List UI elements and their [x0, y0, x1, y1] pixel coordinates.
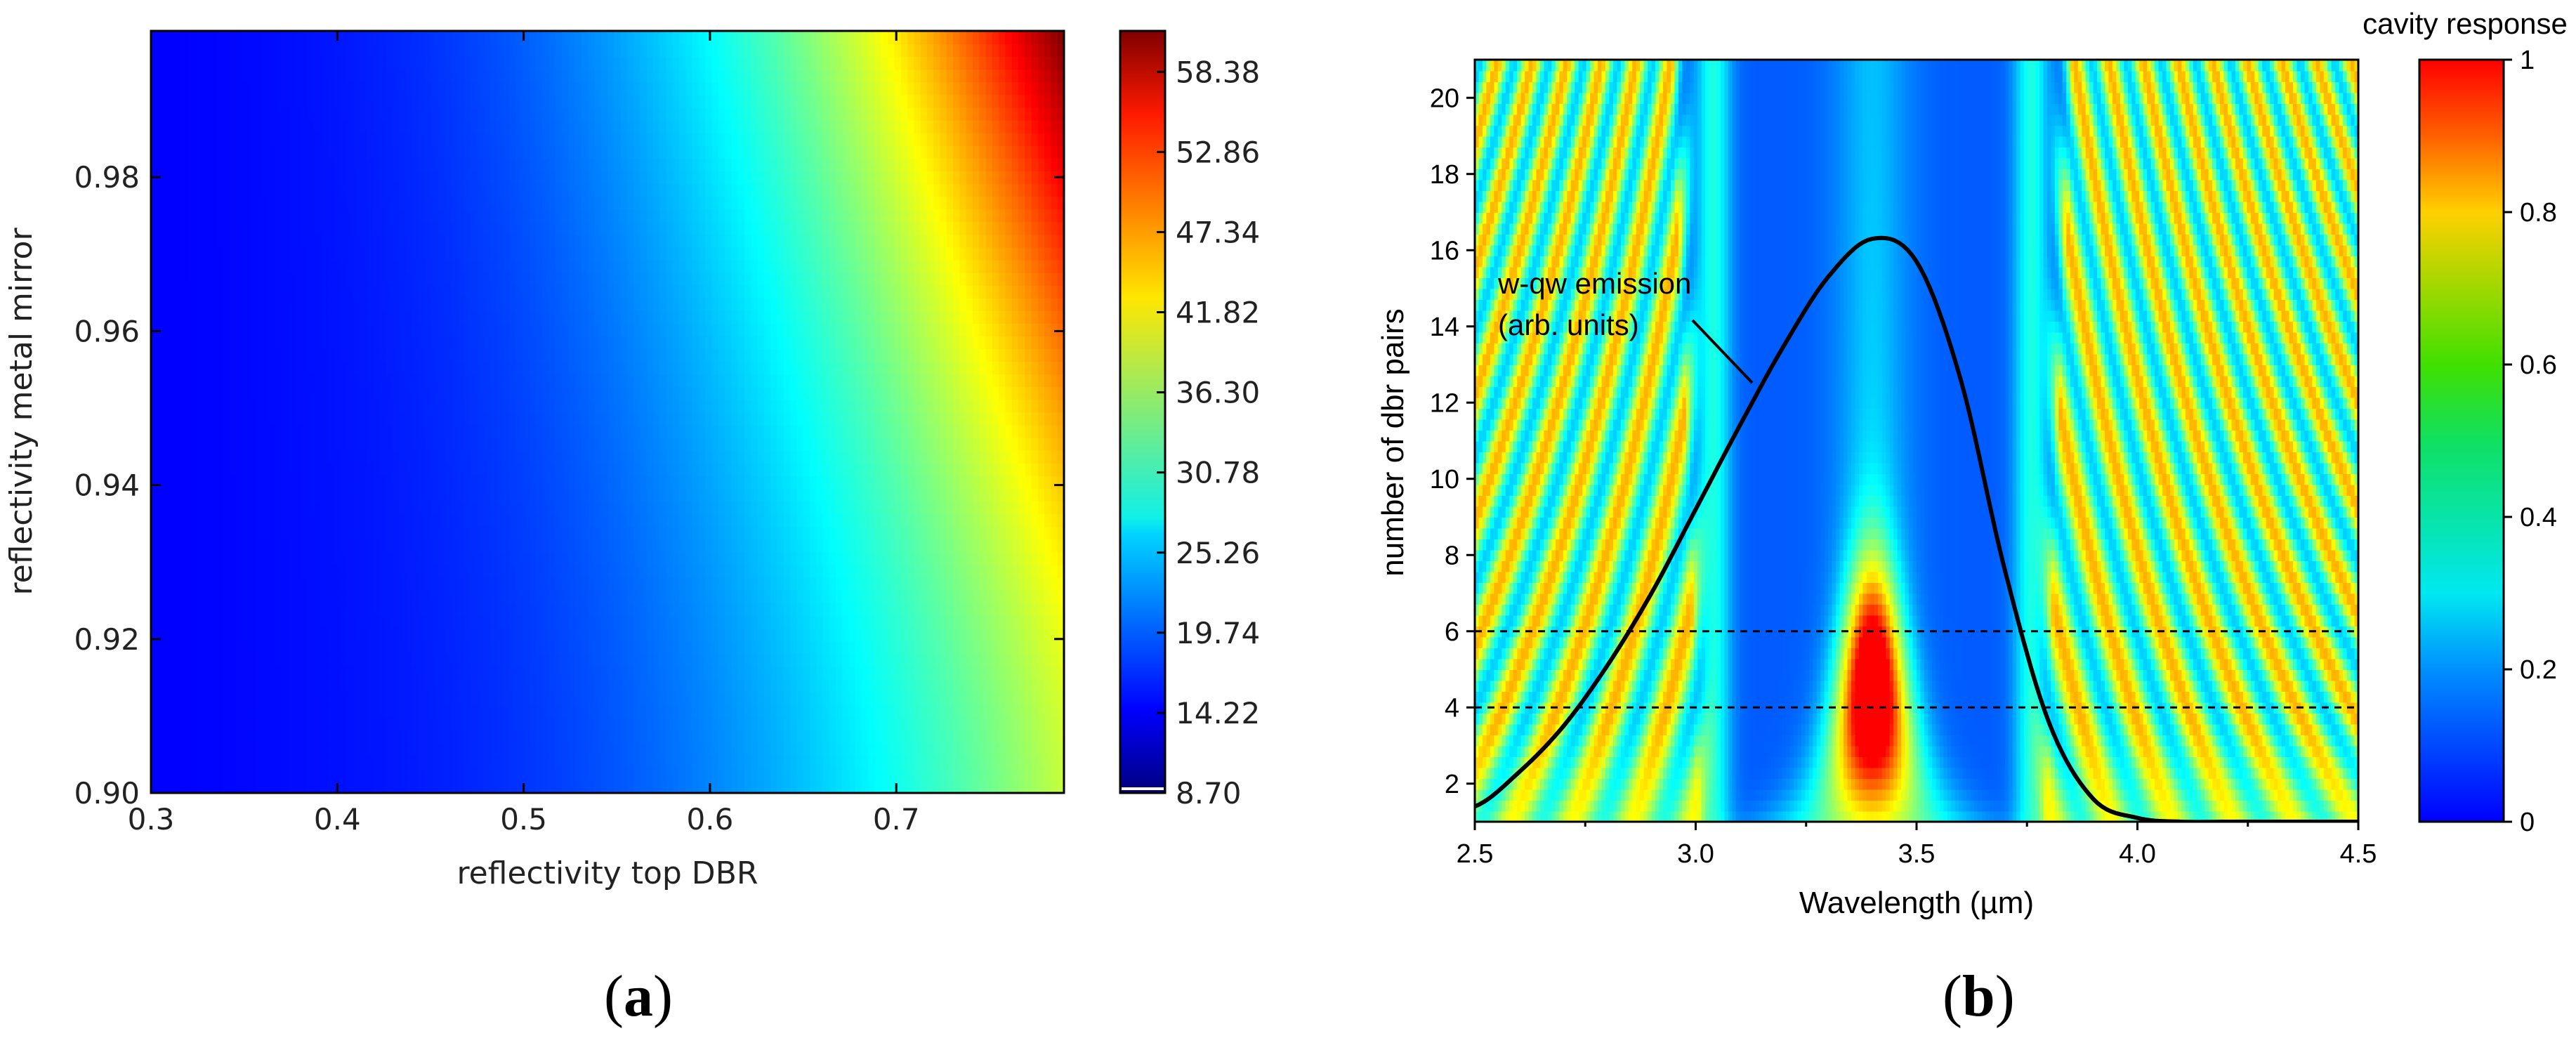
panel-a-x-tick-label: 0.6 [687, 802, 734, 836]
emission-curve [1475, 235, 2358, 822]
panel-b-axes: 2.5 3.0 3.5 4.0 4.5 2 4 6 8 10 12 14 16 18 20 [1430, 84, 2377, 869]
panel-a-colorbar-tick-label: 41.82 [1176, 296, 1260, 330]
panel-a-y-tick-label: 0.90 [74, 776, 140, 811]
panel-a-x-tick-label: 0.4 [314, 802, 361, 836]
panel-b-letter: b [1962, 964, 1995, 1029]
panel-a-y-tick-label: 0.98 [74, 160, 140, 195]
panel-b-y-tick-label: 20 [1430, 84, 1459, 113]
panel-b-dashed-lines [1475, 630, 2358, 709]
panel-b-x-tick-label: 4.0 [2119, 839, 2156, 869]
panel-b-y-tick-label: 16 [1430, 236, 1459, 265]
panel-a-letter: a [624, 964, 653, 1029]
panel-b-y-tick-label: 14 [1430, 313, 1459, 342]
panel-a-colorbar [1119, 29, 1167, 794]
panel-a-colorbar-tick-label: 47.34 [1176, 215, 1260, 249]
panel-a-x-tick-label: 0.5 [500, 802, 547, 836]
panel-b-x-tick-label: 3.5 [1898, 839, 1936, 869]
panel-a-label: (a) [604, 962, 673, 1030]
panel-b-colorbar [2418, 58, 2505, 823]
panel-a-colorbar-tick-label: 36.30 [1176, 376, 1260, 410]
panel-b-y-tick-label: 2 [1445, 770, 1459, 799]
panel-b-x-tick-label: 4.5 [2340, 839, 2377, 869]
annotation-pointer-line [1691, 319, 1754, 384]
panel-b-colorbar-tick-label: 0.6 [2520, 350, 2557, 380]
panel-b-y-tick-label: 10 [1430, 465, 1459, 494]
panel-b-label: (b) [1943, 962, 2015, 1030]
panel-b-colorbar-tick-label: 0.4 [2520, 503, 2557, 532]
panel-b-colorbar-ticks: 0 0.2 0.4 0.6 0.8 1 [2504, 46, 2557, 837]
panel-b-y-tick-label: 18 [1430, 160, 1459, 190]
panel-b-y-axis-label: number of dbr pairs [1376, 308, 1410, 577]
panel-b-colorbar-tick-label: 1 [2520, 46, 2535, 75]
panel-a-x-axis-label: reflectivity top DBR [457, 855, 758, 891]
panel-b-colorbar-label: cavity response [2363, 7, 2568, 40]
panel-a-colorbar-tick-label: 58.38 [1176, 55, 1260, 89]
panel-b-colorbar-tick-label: 0 [2520, 808, 2535, 837]
panel-a-x-tick-label: 0.3 [128, 802, 175, 836]
panel-b-y-tick-label: 12 [1430, 388, 1459, 418]
panel-a-y-tick-label: 0.94 [74, 468, 140, 503]
panel-b-colorbar-tick-label: 0.8 [2520, 198, 2557, 228]
panel-a-axes: 0.3 0.4 0.5 0.6 0.7 0.90 0.92 0.94 0.96 0.98 [74, 31, 1064, 836]
panel-a-plot-frame [150, 29, 1065, 794]
panel-b-y-tick-label: 4 [1445, 693, 1459, 723]
annotation-text-line2: (arb. units) [1498, 308, 1639, 341]
panel-a-colorbar-tick-label: 25.26 [1176, 536, 1260, 570]
annotation-text-line1: w-qw emission [1497, 267, 1691, 300]
panel-a-x-tick-label: 0.7 [873, 802, 920, 836]
panel-a-colorbar-tick-label: 30.78 [1176, 456, 1260, 490]
panel-a-colorbar-tick-label: 14.22 [1176, 696, 1260, 730]
panel-b-y-tick-label: 6 [1445, 617, 1459, 647]
panel-a-y-tick-label: 0.92 [74, 622, 140, 657]
panel-b-y-tick-label: 8 [1445, 541, 1459, 570]
panel-a-heatmap [151, 31, 1064, 793]
panel-b-colorbar-tick-label: 0.2 [2520, 655, 2557, 685]
panel-a-y-axis-label: reflectivity metal mirror [4, 228, 39, 596]
panel-b-x-axis-label: Wavelength (µm) [1799, 886, 2034, 920]
panel-b-x-tick-label: 2.5 [1457, 839, 1494, 869]
panel-a-colorbar-ticks: 8.70 14.22 19.74 25.26 30.78 36.30 41.82 47.34 5… [1122, 55, 1260, 811]
panel-a-y-tick-label: 0.96 [74, 314, 140, 348]
panel-a-colorbar-tick-label: 8.70 [1176, 776, 1242, 811]
panel-a-colorbar-tick-label: 19.74 [1176, 616, 1260, 650]
panel-a-colorbar-tick-label: 52.86 [1176, 135, 1260, 169]
panel-b-x-tick-label: 3.0 [1677, 839, 1714, 869]
